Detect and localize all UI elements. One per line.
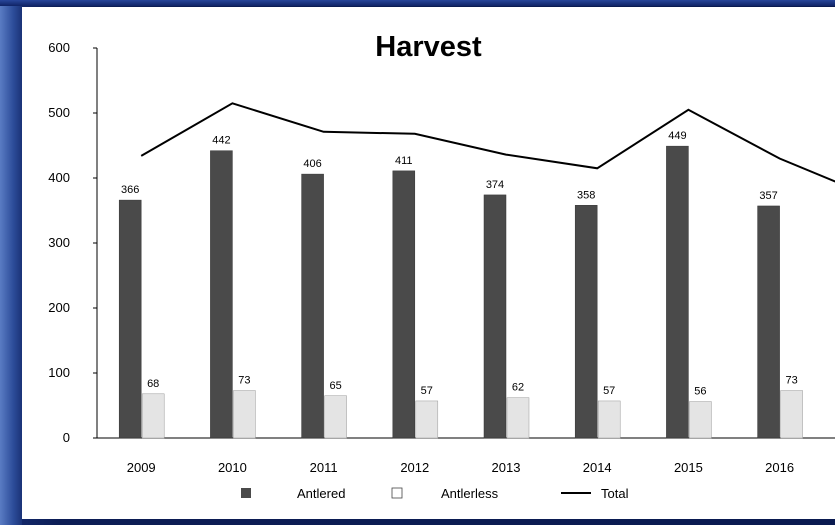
y-tick-label: 0 — [63, 430, 70, 445]
data-label-antlered: 449 — [668, 130, 686, 142]
bar-antlered — [301, 173, 324, 439]
y-tick-label: 200 — [48, 300, 70, 315]
data-label-antlerless: 73 — [785, 375, 797, 387]
bar-antlerless — [780, 390, 803, 439]
bar-antlered — [757, 205, 780, 439]
y-tick-label: 100 — [48, 365, 70, 380]
x-tick-label: 2010 — [218, 460, 247, 475]
bar-antlered — [392, 170, 416, 439]
data-label-antlerless: 65 — [329, 380, 341, 392]
bar-antlerless — [233, 390, 256, 439]
bar-antlerless — [689, 401, 712, 439]
legend-swatch-antlered — [241, 488, 251, 498]
data-label-antlered: 442 — [212, 135, 230, 147]
y-tick-label: 300 — [48, 235, 70, 250]
legend-label-total: Total — [601, 486, 629, 501]
data-label-antlered: 358 — [577, 189, 595, 201]
harvest-chart: 0 100 200 300 400 500 600 366 68 2009 442 73 2010 406… — [48, 40, 835, 501]
data-label-antlered: 411 — [395, 155, 413, 167]
x-tick-label: 2012 — [400, 460, 429, 475]
line-total — [140, 102, 835, 183]
x-tick-label: 2013 — [492, 460, 521, 475]
bar-antlerless — [141, 393, 165, 439]
bar-antlered — [118, 199, 142, 439]
bar-antlerless — [506, 397, 530, 439]
legend-label-antlerless: Antlerless — [441, 486, 499, 501]
slide-background-left — [0, 0, 22, 525]
bar-antlerless — [324, 395, 347, 439]
data-label-antlerless: 68 — [147, 378, 159, 390]
x-tick-label: 2011 — [310, 460, 338, 475]
bar-antlered — [666, 145, 689, 439]
slide-background-top — [0, 0, 835, 6]
data-label-antlerless: 73 — [238, 375, 250, 387]
bar-antlered — [483, 194, 507, 439]
bar-antlered — [210, 150, 233, 439]
x-tick-label: 2014 — [583, 460, 612, 475]
legend-label-antlered: Antlered — [297, 486, 345, 501]
data-label-antlered: 366 — [121, 184, 139, 196]
x-tick-label: 2016 — [765, 460, 794, 475]
y-tick-label: 400 — [48, 170, 70, 185]
chart-title: Harvest — [375, 31, 482, 63]
legend-swatch-antlerless — [391, 487, 403, 499]
bar-antlerless — [415, 400, 439, 439]
data-label-antlerless: 56 — [694, 386, 706, 398]
data-label-antlered: 406 — [303, 158, 321, 170]
data-label-antlerless: 57 — [603, 385, 615, 397]
y-tick-label: 500 — [48, 105, 70, 120]
chart-panel: Harvest 0 100 200 300 400 500 600 366 68 2009 442 7… — [22, 7, 835, 519]
y-tick-label: 600 — [48, 40, 70, 55]
data-label-antlerless: 62 — [512, 382, 524, 394]
data-label-antlered: 374 — [486, 179, 504, 191]
data-label-antlerless: 57 — [421, 385, 433, 397]
x-tick-label: 2009 — [127, 460, 156, 475]
data-label-antlered: 357 — [759, 190, 777, 202]
x-tick-label: 2015 — [674, 460, 703, 475]
bar-antlered — [574, 205, 598, 439]
bar-antlerless — [597, 400, 621, 439]
